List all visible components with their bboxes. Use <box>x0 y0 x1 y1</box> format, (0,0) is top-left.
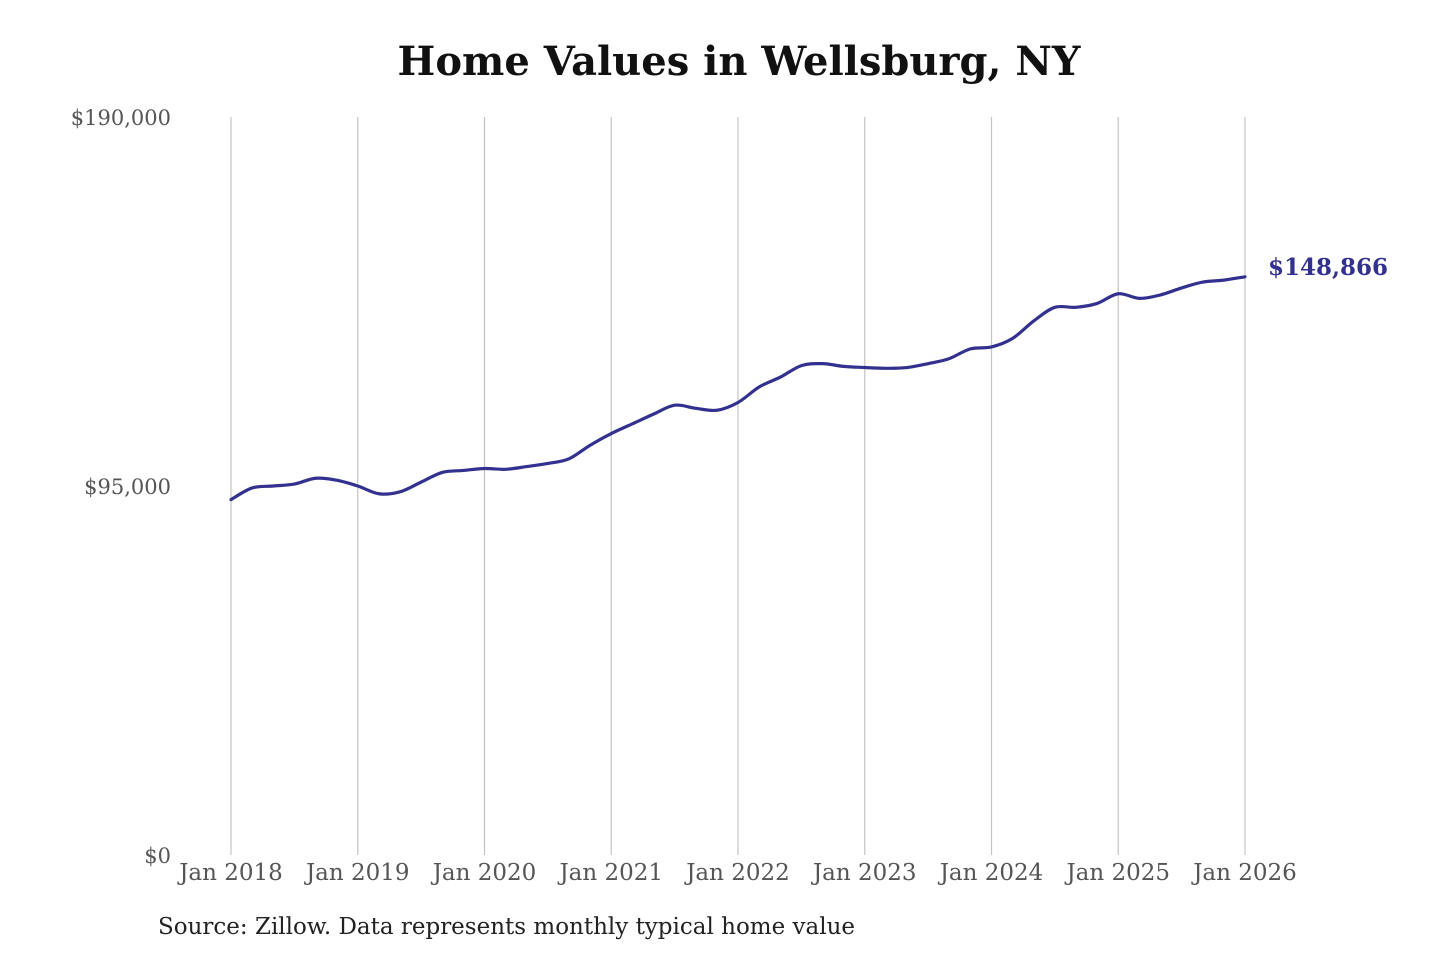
chart-title: Home Values in Wellsburg, NY <box>397 38 1081 85</box>
x-tick-label: Jan 2019 <box>304 860 410 886</box>
series-layer <box>229 275 1247 502</box>
x-tick-label: Jan 2018 <box>177 860 283 886</box>
x-tick-label: Jan 2024 <box>938 860 1044 886</box>
x-tick-label: Jan 2026 <box>1191 860 1297 886</box>
x-tick-label: Jan 2025 <box>1064 860 1170 886</box>
home-value-line <box>229 275 1247 502</box>
end-value-label: $148,866 <box>1268 254 1388 281</box>
y-tick-label: $190,000 <box>71 106 171 130</box>
gridlines <box>230 117 1246 855</box>
end-label-layer: $148,866 <box>1268 254 1388 281</box>
x-tick-label: Jan 2020 <box>431 860 537 886</box>
source-note: Source: Zillow. Data represents monthly … <box>158 914 856 940</box>
x-tick-label: Jan 2022 <box>684 860 790 886</box>
y-tick-label: $95,000 <box>84 475 171 499</box>
y-tick-label: $0 <box>144 844 171 868</box>
x-tick-label: Jan 2021 <box>557 860 663 886</box>
y-axis-ticks: $0 $95,000 $190,000 <box>71 106 171 868</box>
x-tick-label: Jan 2023 <box>811 860 917 886</box>
x-axis-ticks: Jan 2018 Jan 2019 Jan 2020 Jan 2021 Jan 2022… <box>177 860 1297 886</box>
